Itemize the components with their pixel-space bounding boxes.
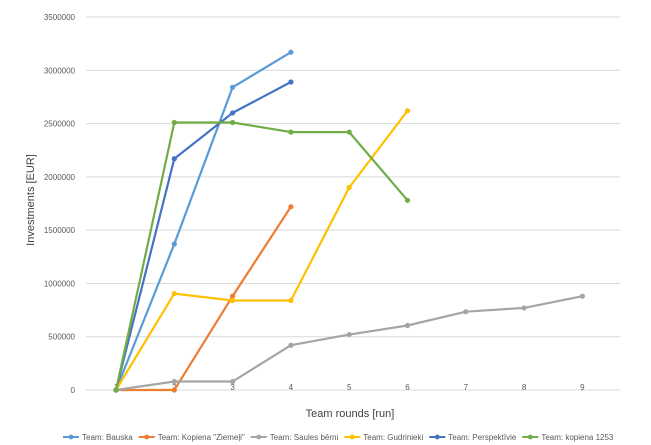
x-axis-tick-labels: 123456789 [114,383,585,392]
data-point [346,129,352,135]
y-tick-label: 3000000 [44,66,76,75]
y-tick-label: 3500000 [44,13,76,22]
data-point [404,108,411,114]
y-tick-label: 1000000 [44,279,76,288]
data-point [171,241,177,247]
y-tick-label: 2500000 [44,120,76,129]
legend-marker [68,434,74,440]
data-point [171,119,177,126]
data-point [463,309,469,315]
legend-marker [527,434,533,440]
legend-label: Team: Saules bērni [270,433,339,442]
legend-item: Team: kopiena 1253 [522,433,614,442]
series-layer [113,49,586,393]
series-line [114,205,292,392]
y-tick-label: 1500000 [44,226,76,235]
y-tick-label: 0 [71,386,76,395]
x-tick-label: 5 [347,383,352,392]
series-group [113,293,586,393]
data-point [230,110,236,116]
series-group [113,204,294,393]
data-point [288,49,294,55]
data-point [230,378,236,385]
legend-label: Team: Perspektīvie [448,433,517,442]
legend: Team: Bauska Team: Kopiena "Ziemeļi" Team:… [63,433,614,442]
data-point [521,305,527,311]
legend-marker [434,434,440,440]
series-group [113,79,294,393]
data-point [230,119,236,126]
x-axis-title: Team rounds [run] [306,408,395,420]
series-line [114,121,409,392]
series-line [114,51,292,392]
legend-label: Team: Gudrinieki [363,433,423,442]
data-point [346,331,352,338]
legend-item: Team: Kopiena "Ziemeļi" [138,433,245,442]
series-line [114,80,292,392]
legend-item: Team: Bauska [63,433,133,442]
legend-label: Team: kopiena 1253 [541,433,614,442]
data-point [288,204,294,210]
y-axis-title: Investments [EUR] [25,154,37,246]
legend-marker [256,434,262,440]
data-point [579,293,586,299]
series-line [114,295,584,392]
legend-item: Team: Perspektīvie [429,433,517,442]
y-tick-label: 2000000 [44,173,76,182]
legend-label: Team: Bauska [82,433,133,442]
data-point [288,129,294,135]
x-tick-label: 8 [522,383,527,392]
series-group [113,119,411,393]
data-point [230,297,236,304]
data-point [171,156,177,162]
data-point [171,387,177,393]
legend-marker [349,434,355,440]
data-point [346,184,352,191]
data-point [288,342,294,348]
y-axis-tick-labels: 0 500000 1000000 1500000 2000000 2500000 30000… [44,13,76,395]
x-tick-label: 3 [230,383,235,392]
data-point [230,293,236,299]
legend-marker [144,434,150,440]
data-point [171,378,177,385]
data-point [404,322,411,329]
x-tick-label: 6 [405,383,410,392]
x-tick-label: 7 [464,383,469,392]
legend-label: Team: Kopiena "Ziemeļi" [158,433,245,442]
y-tick-label: 500000 [48,333,75,342]
legend-item: Team: Gudrinieki [344,433,423,442]
series-line [114,109,409,392]
data-point [288,79,294,85]
x-tick-label: 9 [580,383,585,392]
x-tick-label: 4 [289,383,294,392]
data-point [404,197,411,203]
data-point [230,84,236,90]
data-point [171,290,177,297]
data-point [113,387,119,393]
legend-item: Team: Saules bērni [250,433,339,442]
data-point [288,297,294,304]
